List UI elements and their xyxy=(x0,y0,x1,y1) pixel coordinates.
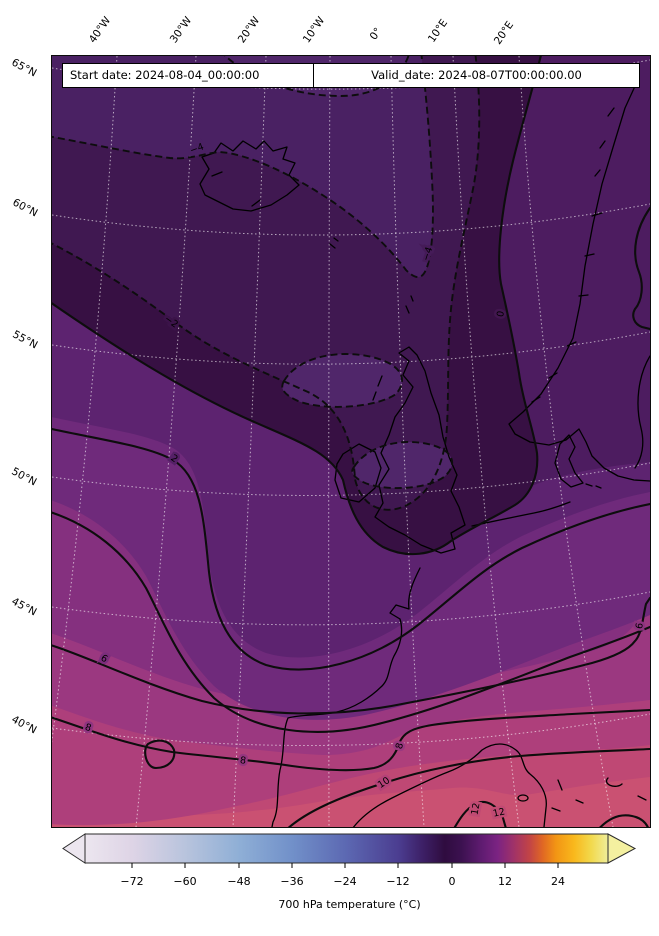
colorbar-right-arrow xyxy=(607,833,637,864)
colorbar-tick-label: 0 xyxy=(449,875,456,888)
map-canvas: −4 −4 −2 0 2 6 6 8 8 8 10 12 12 xyxy=(51,55,651,828)
valid-date-box: Valid_date: 2024-08-07T00:00:00.00 xyxy=(313,63,640,88)
top-axis-label: 20°E xyxy=(491,19,517,47)
colorbar-tick-label: −72 xyxy=(120,875,143,888)
colorbar: −72 −60 −48 −36 −24 −12 0 12 24 xyxy=(0,828,659,936)
colorbar-left-arrow xyxy=(62,833,86,864)
left-axis-label: 55°N xyxy=(10,328,40,352)
left-axis-label: 65°N xyxy=(9,56,39,80)
colorbar-tick-label: −60 xyxy=(173,875,196,888)
left-axis-label: 40°N xyxy=(9,713,39,737)
colorbar-tick-label: −24 xyxy=(333,875,356,888)
contour-label: 12 xyxy=(470,802,483,816)
colorbar-tick-label: −12 xyxy=(386,875,409,888)
start-date-box: Start date: 2024-08-04_00:00:00 xyxy=(62,63,315,88)
top-axis-label: 0° xyxy=(367,25,385,43)
positive-contour-lines xyxy=(52,56,650,827)
colorbar-tick-label: 24 xyxy=(551,875,565,888)
left-axis-label: 45°N xyxy=(9,595,39,619)
colorbar-caption: 700 hPa temperature (°C) xyxy=(278,898,421,911)
colorbar-tick-label: 12 xyxy=(498,875,512,888)
colorbar-tick-label: −36 xyxy=(280,875,303,888)
top-axis-label: 40°W xyxy=(86,14,114,46)
coastlines xyxy=(199,83,650,827)
colorbar-ticks xyxy=(131,863,559,868)
left-axis-label: 60°N xyxy=(10,196,40,220)
top-axis-label: 20°W xyxy=(235,14,263,46)
contour-label: 12 xyxy=(492,806,506,819)
top-axis-label: 10°E xyxy=(425,17,451,45)
colorbar-gradient xyxy=(84,833,609,864)
top-axis-label: 10°W xyxy=(300,14,328,46)
valid-date-text: Valid_date: 2024-08-07T00:00:00.00 xyxy=(371,68,582,82)
colorbar-tick-label: −48 xyxy=(227,875,250,888)
top-axis-label: 30°W xyxy=(167,14,195,46)
left-axis-label: 50°N xyxy=(9,465,39,489)
colorbar-tick-labels: −72 −60 −48 −36 −24 −12 0 12 24 xyxy=(120,875,565,888)
start-date-text: Start date: 2024-08-04_00:00:00 xyxy=(70,68,260,82)
